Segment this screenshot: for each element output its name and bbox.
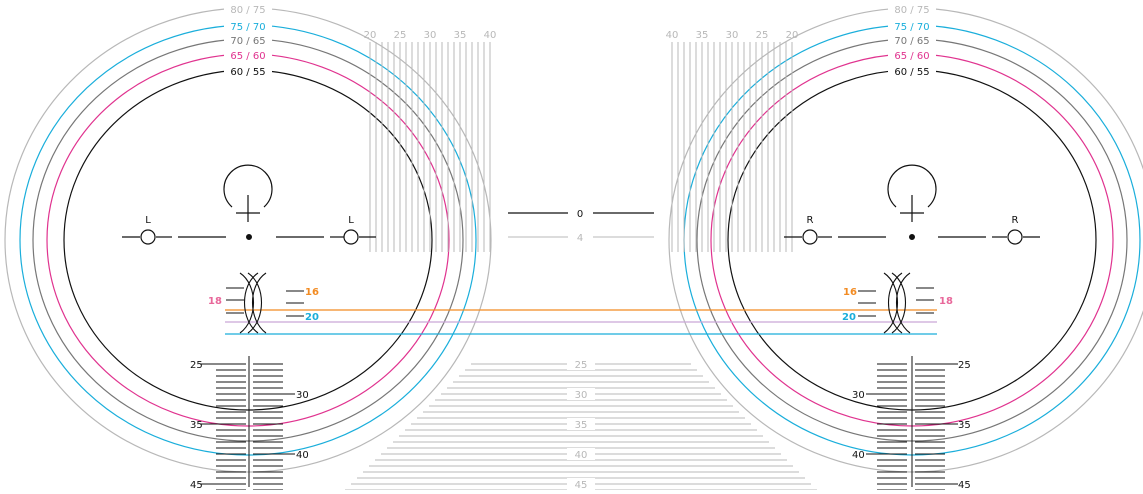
left-side-marker-outer: L: [145, 215, 151, 226]
ring-label-70-65: 70 / 65: [230, 36, 265, 47]
right-marker-circle-outer: [1007, 229, 1023, 245]
vscale-label-20: 20: [364, 30, 377, 41]
left-ring-75-70: [19, 24, 477, 456]
ring-label-80-75: 80 / 75: [230, 5, 265, 16]
ring-label-75-70: 75 / 70: [894, 22, 929, 33]
vscale-label-20: 20: [786, 30, 799, 41]
left-scale-label-35: 35: [190, 420, 203, 431]
ring-label-65-60: 65 / 60: [230, 51, 265, 62]
left-ring-70-65: [32, 38, 464, 442]
right-scale-label-25: 25: [958, 360, 971, 371]
bridge-reference-lines: [225, 309, 937, 335]
center-width-scale-labels: 25 30 35 40 45: [567, 358, 595, 491]
center-scale-label-25: 25: [575, 360, 588, 371]
left-lens-height-scale: [200, 356, 295, 491]
right-center-dot: [908, 234, 915, 241]
left-bridge-label-18: 18: [208, 296, 222, 307]
ring-label-75-70: 75 / 70: [230, 22, 265, 33]
left-center-dot: [246, 234, 253, 241]
ring-label-80-75: 80 / 75: [894, 5, 929, 16]
right-bridge-gauge: [858, 272, 934, 334]
left-scale-label-30: 30: [296, 390, 309, 401]
left-bridge-gauge: [226, 272, 304, 334]
left-scale-label-25: 25: [190, 360, 203, 371]
center-scale-label-30: 30: [575, 390, 588, 401]
right-marker-circle-inner: [802, 229, 818, 245]
right-lens-height-labels: 25 30 35 40 45: [852, 360, 971, 491]
left-nose-arc: [223, 164, 273, 208]
center-scale-label-40: 40: [575, 450, 588, 461]
left-bridge-label-16: 16: [305, 287, 319, 298]
right-bridge-label-16: 16: [843, 287, 857, 298]
left-marker-circle-outer: [140, 229, 156, 245]
right-nose-arc: [887, 164, 937, 208]
center-scale-label-45: 45: [575, 480, 588, 490]
ring-labels: 80 / 75 75 / 70 70 / 65 65 / 60 60 / 55 …: [224, 3, 936, 78]
left-lens-height-labels: 25 30 35 40 45: [190, 360, 309, 491]
left-marker-circle-inner: [343, 229, 359, 245]
left-vertical-scale: [369, 42, 491, 252]
center-label-4: 4: [577, 233, 583, 244]
left-center-markings: [122, 164, 376, 245]
right-center-markings: [784, 164, 1040, 245]
center-reference-lines: 0 4: [508, 209, 654, 244]
right-side-marker-inner: R: [807, 215, 814, 226]
left-scale-label-40: 40: [296, 450, 309, 461]
left-scale-label-45: 45: [190, 480, 203, 490]
right-scale-label-40: 40: [852, 450, 865, 461]
left-ring-60-55: [63, 69, 433, 411]
center-label-0: 0: [577, 209, 583, 220]
left-vertical-scale-labels: 20 25 30 35 40: [364, 30, 497, 41]
vscale-label-30: 30: [726, 30, 739, 41]
ring-label-60-55: 60 / 55: [894, 67, 929, 78]
vscale-label-35: 35: [696, 30, 709, 41]
left-side-marker-inner: L: [348, 215, 354, 226]
right-ring-labels: 80 / 75 75 / 70 70 / 65 65 / 60 60 / 55: [888, 3, 936, 78]
vscale-label-30: 30: [424, 30, 437, 41]
vscale-label-25: 25: [756, 30, 769, 41]
center-scale-label-35: 35: [575, 420, 588, 431]
right-side-marker-outer: R: [1012, 215, 1019, 226]
left-ring-labels: 80 / 75 75 / 70 70 / 65 65 / 60 60 / 55: [224, 3, 272, 78]
right-scale-label-35: 35: [958, 420, 971, 431]
vscale-label-35: 35: [454, 30, 467, 41]
right-bridge-label-20: 20: [842, 312, 856, 323]
ring-label-65-60: 65 / 60: [894, 51, 929, 62]
right-scale-label-30: 30: [852, 390, 865, 401]
right-scale-label-45: 45: [958, 480, 971, 490]
right-vertical-scale: [671, 42, 793, 252]
left-ring-65-60: [46, 53, 450, 427]
ring-label-60-55: 60 / 55: [230, 67, 265, 78]
right-vertical-scale-labels: 40 35 30 25 20: [666, 30, 799, 41]
vscale-label-25: 25: [394, 30, 407, 41]
left-bridge-label-20: 20: [305, 312, 319, 323]
right-bridge-label-18: 18: [939, 296, 953, 307]
vscale-label-40: 40: [484, 30, 497, 41]
ring-label-70-65: 70 / 65: [894, 36, 929, 47]
vscale-label-40: 40: [666, 30, 679, 41]
